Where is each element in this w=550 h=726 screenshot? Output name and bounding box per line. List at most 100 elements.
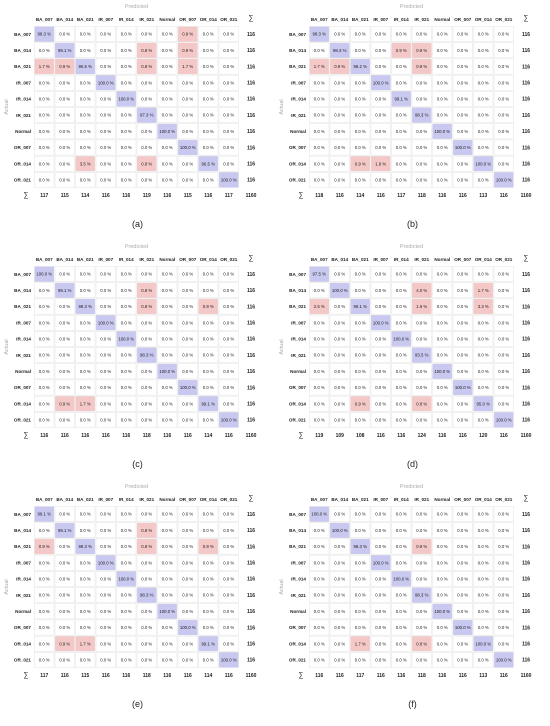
- cell-value: 0.0 %: [80, 337, 91, 342]
- matrix-cell: [452, 26, 473, 42]
- matrix-cell: [329, 347, 350, 363]
- row-header: IR_014: [291, 97, 306, 102]
- cell-value: 98.3 %: [333, 48, 347, 53]
- column-header: IR_007: [98, 497, 113, 502]
- matrix-cell: [329, 58, 350, 75]
- grand-total: 1160: [246, 193, 257, 199]
- row-header: BA_021: [14, 304, 31, 309]
- row-header: IR_007: [291, 80, 306, 85]
- row-total: 116: [522, 625, 530, 631]
- matrix-cell: [452, 538, 473, 555]
- cell-value: 0.0 %: [457, 528, 468, 533]
- row-header: BA_007: [14, 272, 31, 277]
- cell-value: 0.0 %: [80, 113, 91, 118]
- matrix-cell: [177, 395, 198, 412]
- cell-value: 0.0 %: [141, 577, 152, 582]
- cell-value: 0.0 %: [334, 337, 345, 342]
- cell-value: 100.0 %: [221, 658, 237, 663]
- cell-value: 0.0 %: [457, 48, 468, 53]
- cell-value: 0.0 %: [59, 385, 70, 390]
- cell-value: 0.0 %: [375, 385, 386, 390]
- cell-value: 0.0 %: [182, 178, 193, 183]
- matrix-cell: [157, 282, 178, 299]
- matrix-cell: [157, 619, 178, 636]
- cell-value: 0.0 %: [80, 80, 91, 85]
- matrix-cell: [411, 139, 432, 156]
- cell-value: 0.0 %: [334, 544, 345, 549]
- cell-value: 0.0 %: [478, 593, 489, 598]
- row-total: 116: [522, 528, 530, 534]
- cell-value: 0.0 %: [39, 161, 50, 166]
- matrix-cell: [432, 538, 453, 555]
- cell-value: 0.0 %: [334, 113, 345, 118]
- column-header: IR_014: [119, 257, 134, 262]
- cell-value: 100.0 %: [434, 609, 450, 614]
- cell-value: 0.0 %: [121, 369, 132, 374]
- matrix-cell: [329, 42, 350, 59]
- row-total: 116: [247, 113, 255, 119]
- matrix-cell: [54, 652, 75, 668]
- column-header: BA_021: [77, 497, 94, 502]
- cell-value: 0.0 %: [203, 80, 214, 85]
- cell-value: 0.0 %: [223, 161, 234, 166]
- row-header: IR_007: [16, 80, 31, 85]
- cell-value: 0.0 %: [478, 560, 489, 565]
- cell-value: 0.0 %: [457, 353, 468, 358]
- row-header: IR_014: [291, 337, 306, 342]
- cell-value: 0.0 %: [162, 272, 173, 277]
- row-header: BA_021: [289, 64, 306, 69]
- matrix-cell: [432, 395, 453, 412]
- matrix-cell: [95, 554, 116, 571]
- predicted-axis-label: Predicted: [125, 4, 148, 10]
- cell-value: 0.0 %: [80, 385, 91, 390]
- matrix-cell: [329, 652, 350, 668]
- cell-value: 0.0 %: [59, 320, 70, 325]
- cell-value: 0.0 %: [39, 625, 50, 630]
- cell-value: 0.0 %: [121, 178, 132, 183]
- cell-value: 0.0 %: [334, 418, 345, 423]
- matrix-cell: [157, 412, 178, 428]
- cell-value: 0.0 %: [182, 80, 193, 85]
- column-header: IR_014: [394, 257, 409, 262]
- matrix-cell: [411, 652, 432, 668]
- matrix-cell: [473, 282, 494, 299]
- matrix-cell: [391, 155, 412, 172]
- matrix-cell: [136, 652, 157, 668]
- cell-value: 0.0 %: [141, 272, 152, 277]
- matrix-cell: [34, 635, 55, 652]
- cell-value: 100.0 %: [434, 369, 450, 374]
- cell-value: 0.0 %: [162, 593, 173, 598]
- cell-value: 0.0 %: [121, 145, 132, 150]
- row-header: IR_014: [16, 337, 31, 342]
- cell-value: 0.0 %: [223, 369, 234, 374]
- column-total: 118: [418, 673, 426, 679]
- cell-value: 0.0 %: [396, 178, 407, 183]
- matrix-cell: [218, 554, 239, 571]
- cell-value: 0.0 %: [223, 145, 234, 150]
- cell-value: 0.0 %: [223, 401, 234, 406]
- cell-value: 100.0 %: [332, 528, 348, 533]
- matrix-cell: [218, 538, 239, 555]
- matrix-cell: [309, 282, 330, 299]
- matrix-cell: [116, 282, 137, 299]
- row-total: 116: [247, 577, 255, 583]
- cell-value: 97.3 %: [140, 113, 154, 118]
- matrix-cell: [75, 42, 96, 59]
- panel-caption: (b): [407, 219, 418, 229]
- matrix-cell: [136, 379, 157, 396]
- cell-value: 0.0 %: [375, 337, 386, 342]
- matrix-cell: [157, 26, 178, 42]
- matrix-cell: [54, 571, 75, 587]
- cell-value: 0.0 %: [203, 113, 214, 118]
- cell-value: 0.0 %: [100, 32, 111, 37]
- column-total: 116: [438, 433, 446, 439]
- matrix-cell: [473, 587, 494, 603]
- cell-value: 0.0 %: [437, 337, 448, 342]
- matrix-cell: [136, 603, 157, 620]
- matrix-cell: [177, 282, 198, 299]
- matrix-cell: [370, 74, 391, 91]
- cell-value: 0.0 %: [478, 353, 489, 358]
- column-header: OR_007: [454, 497, 472, 502]
- matrix-cell: [411, 298, 432, 315]
- matrix-cell: [350, 347, 371, 363]
